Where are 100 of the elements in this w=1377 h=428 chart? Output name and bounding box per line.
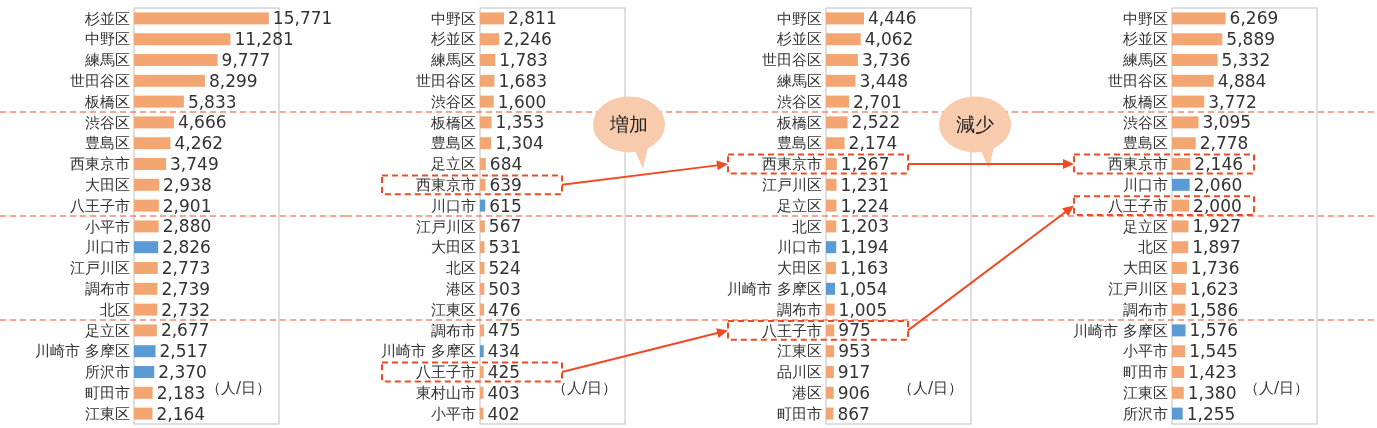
y-tick-label: 中野区 — [1123, 9, 1168, 28]
y-tick-label: 練馬区 — [1122, 51, 1168, 70]
y-tick-label: 川口市 — [85, 238, 130, 257]
data-label: 531 — [488, 237, 521, 258]
data-label: 2,880 — [162, 216, 212, 237]
y-tick-label: 八王子市 — [416, 363, 476, 382]
data-label: 975 — [838, 320, 871, 341]
data-label: 2,811 — [508, 8, 557, 29]
y-tick-label: 中野区 — [777, 9, 822, 28]
data-label: 9,777 — [221, 49, 271, 70]
y-tick-label: 所沢市 — [1123, 404, 1168, 423]
y-tick-label: 江東区 — [85, 404, 130, 423]
bar — [480, 158, 486, 170]
bar — [480, 366, 484, 378]
data-label: 4,062 — [864, 29, 914, 50]
y-tick-label: 江東区 — [777, 342, 822, 361]
y-tick-label: 板橋区 — [1122, 92, 1168, 111]
y-tick-label: 大田区 — [431, 238, 476, 257]
bar — [826, 282, 836, 295]
y-tick-label: 足立区 — [431, 155, 476, 174]
bar — [826, 345, 835, 358]
bar — [480, 220, 485, 233]
y-tick-label: 西東京市 — [1108, 155, 1168, 174]
y-tick-label: 大田区 — [777, 259, 822, 278]
bar — [1172, 33, 1223, 46]
bar — [134, 199, 159, 212]
bar — [1172, 345, 1186, 358]
y-tick-label: 東村山市 — [416, 384, 476, 403]
data-label: 524 — [488, 257, 521, 278]
bar — [826, 386, 834, 399]
bar — [1172, 137, 1196, 150]
data-label: 1,224 — [840, 195, 890, 216]
y-tick-label: 町田市 — [85, 384, 130, 403]
y-tick-label: 江戸川区 — [70, 259, 130, 278]
y-tick-label: 豊島区 — [1123, 134, 1168, 153]
bar — [480, 282, 485, 295]
y-tick-label: 練馬区 — [430, 51, 476, 70]
data-label: 3,749 — [170, 153, 219, 174]
y-tick-label: 港区 — [446, 280, 476, 299]
bar — [1172, 303, 1186, 316]
bar — [134, 74, 205, 87]
data-label: 1,163 — [839, 257, 889, 278]
text: 減少 — [956, 113, 994, 136]
data-label: 1,600 — [497, 91, 547, 112]
bar — [134, 366, 155, 378]
y-tick-label: 練馬区 — [776, 72, 822, 91]
bar — [134, 262, 158, 274]
data-label: 567 — [488, 216, 522, 237]
data-label: 1,005 — [838, 299, 888, 320]
data-label: 1,927 — [1192, 216, 1242, 237]
bar — [1172, 116, 1199, 129]
y-tick-label: 町田市 — [1123, 363, 1168, 382]
data-label: 15,771 — [272, 8, 333, 29]
data-label: 5,833 — [187, 91, 237, 112]
data-label: 2,826 — [162, 237, 211, 258]
y-tick-label: 川口市 — [431, 196, 476, 215]
data-label: 2,938 — [163, 174, 212, 195]
y-tick-label: 豊島区 — [777, 134, 822, 153]
y-tick-label: 江東区 — [1123, 384, 1168, 403]
data-label: 1,203 — [840, 216, 889, 237]
data-label: 1,586 — [1189, 299, 1239, 320]
y-tick-label: 渋谷区 — [431, 92, 476, 111]
bar — [134, 303, 158, 316]
y-tick-label: 西東京市 — [416, 176, 476, 195]
y-tick-label: 調布市 — [777, 300, 822, 319]
bar — [134, 345, 156, 358]
data-label: 1,194 — [840, 237, 889, 258]
y-tick-label: 江戸川区 — [1108, 280, 1168, 299]
y-tick-label: 小平市 — [431, 404, 476, 423]
data-label: 1,736 — [1190, 257, 1240, 278]
data-label: 2,739 — [161, 278, 211, 299]
y-tick-label: 世田谷区 — [762, 51, 822, 70]
data-label: 3,448 — [859, 70, 909, 91]
data-label: 8,299 — [208, 70, 258, 91]
bar — [134, 178, 160, 191]
bar — [1172, 74, 1214, 87]
data-label: 4,884 — [1217, 70, 1267, 91]
bar — [480, 241, 485, 254]
y-tick-label: 世田谷区 — [70, 72, 130, 91]
y-tick-label: 江戸川区 — [416, 217, 476, 236]
bar — [826, 199, 837, 212]
data-label: 1,545 — [1189, 341, 1238, 362]
y-tick-label: 豊島区 — [431, 134, 476, 153]
y-tick-label: 八王子市 — [70, 196, 130, 215]
bar — [1172, 178, 1190, 191]
y-tick-label: 中野区 — [431, 9, 476, 28]
data-label: 2,060 — [1193, 174, 1243, 195]
text: （人/日） — [897, 378, 963, 397]
y-tick-label: 品川区 — [777, 363, 822, 382]
data-label: 3,736 — [861, 49, 911, 70]
data-label: 4,446 — [868, 8, 917, 29]
data-label: 867 — [837, 403, 870, 424]
data-label: 1,683 — [498, 70, 548, 91]
data-label: 953 — [838, 341, 871, 362]
y-tick-label: 所沢市 — [85, 363, 130, 382]
data-label: 1,623 — [1189, 278, 1239, 299]
y-tick-label: 杉並区 — [84, 9, 130, 28]
bar — [134, 137, 171, 150]
bar — [480, 33, 500, 46]
y-tick-label: 川崎市 多摩区 — [727, 280, 822, 299]
